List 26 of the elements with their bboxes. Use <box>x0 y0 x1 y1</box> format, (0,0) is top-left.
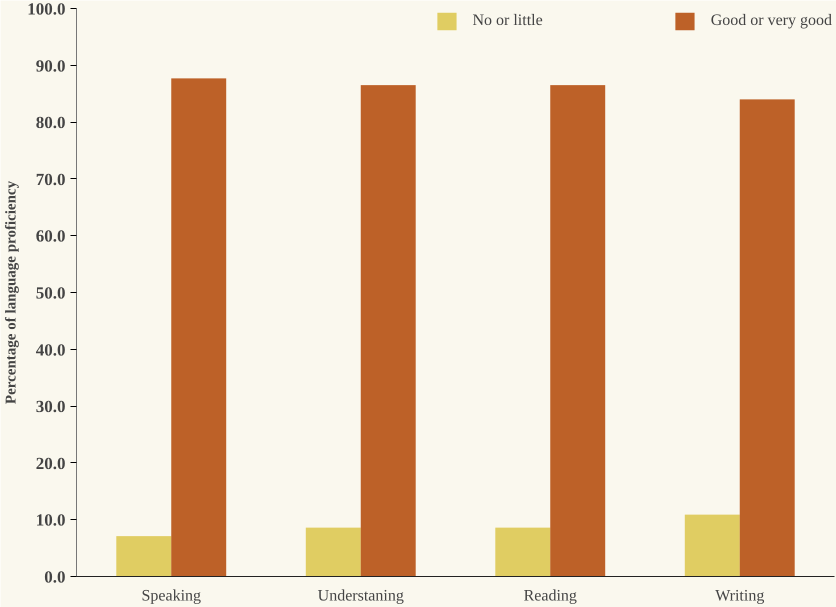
bar <box>306 528 361 576</box>
y-tick-label: 30.0 <box>36 397 66 416</box>
y-tick-label: 90.0 <box>36 56 66 76</box>
x-tick-label: Reading <box>524 588 577 604</box>
y-tick-label: 10.0 <box>36 510 66 530</box>
x-tick-label: Speaking <box>141 588 202 604</box>
y-tick-label: 80.0 <box>36 113 66 132</box>
x-tick-label: Writing <box>715 588 764 604</box>
legend-label: Good or very good <box>710 12 832 30</box>
x-tick-label: Understaning <box>318 588 404 604</box>
bar <box>684 514 740 576</box>
legend-label: No or little <box>472 12 543 30</box>
y-tick-label: 20.0 <box>36 454 66 473</box>
y-tick-label: 50.0 <box>36 284 66 302</box>
bar <box>740 99 795 576</box>
y-tick-label: 60.0 <box>36 226 66 246</box>
bar <box>550 85 606 576</box>
bar <box>360 85 416 576</box>
y-tick-label: 100.0 <box>27 0 66 18</box>
y-tick-label: 70.0 <box>36 170 66 189</box>
y-axis-title: Percentage of language proficiency <box>3 180 20 404</box>
bar <box>116 536 172 576</box>
y-tick-label: 40.0 <box>36 340 66 360</box>
bar <box>495 528 550 576</box>
bar <box>171 78 226 576</box>
y-tick-label: 0.0 <box>44 568 66 586</box>
